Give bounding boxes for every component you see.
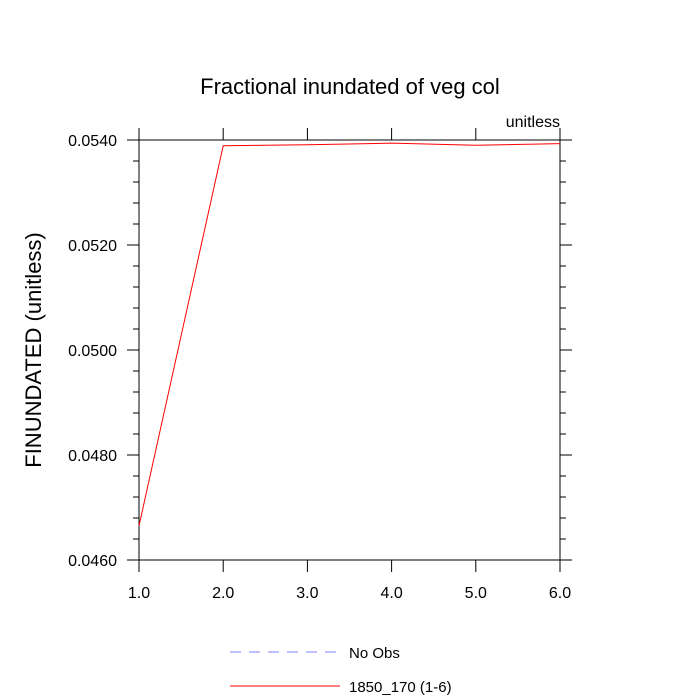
y-tick-label: 0.0480 [68, 448, 117, 465]
y-tick-labels: 0.0460 0.0480 0.0500 0.0520 0.0540 [68, 133, 117, 570]
y-tick-label: 0.0500 [68, 343, 117, 360]
chart-title: Fractional inundated of veg col [200, 74, 500, 99]
series-line-1 [138, 142, 561, 526]
units-label: unitless [506, 114, 560, 131]
series-lines [138, 142, 561, 526]
x-tick-label: 2.0 [212, 585, 234, 602]
x-tick-labels: 1.0 2.0 3.0 4.0 5.0 6.0 [128, 585, 571, 602]
y-tick-label: 0.0540 [68, 133, 117, 150]
legend: No Obs 1850_170 (1-6) [230, 645, 452, 696]
y-tick-label: 0.0460 [68, 553, 117, 570]
x-tick-label: 3.0 [296, 585, 318, 602]
plot-frame [138, 139, 561, 561]
y-axis-label: FINUNDATED (unitless) [21, 232, 46, 468]
legend-label-1: 1850_170 (1-6) [349, 679, 452, 696]
x-tick-label: 4.0 [380, 585, 402, 602]
x-tick-label: 5.0 [465, 585, 487, 602]
legend-label-0: No Obs [349, 645, 400, 662]
x-tick-label: 1.0 [128, 585, 150, 602]
x-tick-label: 6.0 [549, 585, 571, 602]
tick-marks [127, 128, 572, 572]
y-tick-label: 0.0520 [68, 238, 117, 255]
